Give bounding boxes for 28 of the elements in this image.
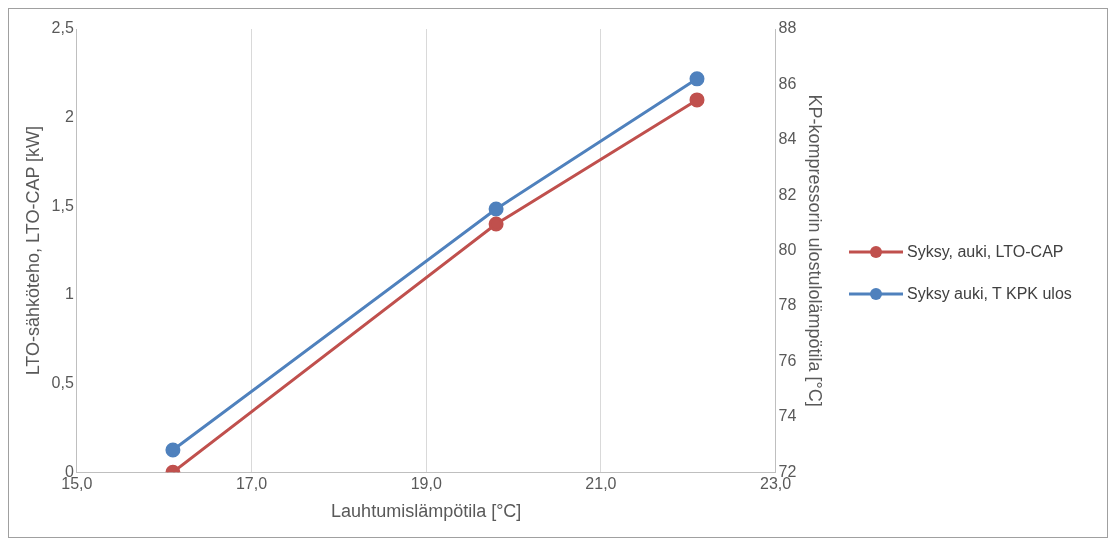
legend-label: Syksy auki, T KPK ulos — [907, 285, 1072, 303]
y2-tick-label: 88 — [778, 19, 797, 37]
y2-tick-label: 76 — [778, 351, 797, 369]
x-tick-label: 19,0 — [410, 475, 442, 493]
legend-label: Syksy, auki, LTO-CAP — [907, 243, 1064, 261]
point — [689, 92, 705, 108]
y-tick-label: 1,5 — [51, 196, 74, 214]
y-axis-title: LTO-sähköteho, LTO-CAP [kW] — [22, 125, 43, 376]
point — [689, 71, 705, 87]
point — [488, 201, 504, 217]
y-tick-label: 0,5 — [51, 373, 74, 391]
x-tick-label: 21,0 — [585, 475, 617, 493]
point — [488, 216, 504, 232]
y-tick-label: 2 — [64, 108, 74, 126]
x-tick-label: 23,0 — [760, 475, 792, 493]
y2-tick-label: 78 — [778, 296, 797, 314]
x-tick-label: 15,0 — [61, 475, 93, 493]
y2-axis-title: KP-kompressorin ulostulolämpötila [°C] — [805, 94, 826, 407]
y2-tick-label: 82 — [778, 185, 797, 203]
point — [165, 442, 181, 458]
y2-tick-label: 74 — [778, 407, 797, 425]
x-tick-label: 17,0 — [235, 475, 268, 493]
y-tick-label: 1 — [64, 285, 74, 303]
x-axis-title: Lauhtumislämpötila [°C] — [331, 501, 522, 522]
y2-tick-label: 84 — [778, 130, 797, 148]
y-tick-label: 2,5 — [51, 19, 74, 37]
y2-tick-label: 86 — [778, 74, 797, 92]
y2-tick-label: 80 — [778, 241, 797, 259]
